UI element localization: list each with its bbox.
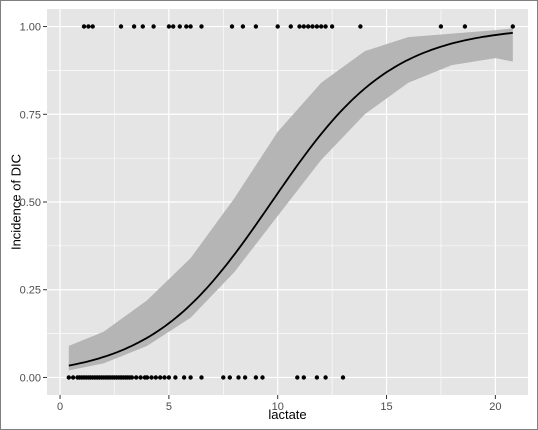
data-point <box>310 24 315 29</box>
y-tick-label: 0.75 <box>20 109 41 121</box>
data-point <box>221 375 226 380</box>
data-point <box>301 24 306 29</box>
x-tick-label: 10 <box>272 401 284 413</box>
data-point <box>199 375 204 380</box>
y-tick-label: 0.50 <box>20 197 41 209</box>
data-point <box>288 24 293 29</box>
x-axis-title: lactate <box>268 407 306 422</box>
x-tick-label: 5 <box>166 401 172 413</box>
data-point <box>199 24 204 29</box>
data-points <box>66 24 515 380</box>
data-point <box>319 24 324 29</box>
x-tick-label: 15 <box>380 401 392 413</box>
data-point <box>510 24 515 29</box>
data-point <box>134 375 139 380</box>
data-point <box>253 375 259 380</box>
data-point <box>438 24 444 29</box>
data-point <box>462 24 468 29</box>
data-point <box>129 375 135 380</box>
data-point <box>340 375 346 380</box>
data-point <box>242 375 248 380</box>
data-point <box>138 375 143 380</box>
data-point <box>260 375 265 380</box>
data-point <box>236 375 241 380</box>
data-point <box>314 24 320 29</box>
x-axis: 0 5 10 15 20 <box>57 395 501 413</box>
data-point <box>153 375 158 380</box>
data-point <box>314 375 320 380</box>
data-point <box>171 24 176 29</box>
data-point <box>90 24 95 29</box>
fitted-curve <box>68 32 513 367</box>
data-point <box>253 24 259 29</box>
data-point <box>140 24 145 29</box>
data-point <box>166 375 172 380</box>
data-point <box>131 24 137 29</box>
data-point <box>149 375 154 380</box>
x-tick-label: 20 <box>489 401 501 413</box>
data-point <box>177 24 182 29</box>
data-point <box>188 375 193 380</box>
data-point <box>70 375 76 380</box>
data-point <box>275 24 280 29</box>
data-point <box>86 24 91 29</box>
data-point <box>297 24 302 29</box>
data-point <box>184 24 189 29</box>
data-point <box>323 24 328 29</box>
y-axis: 0.00 0.25 0.50 0.75 1.00 <box>20 22 47 384</box>
data-point <box>162 375 167 380</box>
data-point <box>323 375 328 380</box>
data-point <box>240 24 246 29</box>
data-point <box>66 375 72 380</box>
y-tick-label: 0.25 <box>20 285 41 297</box>
y-tick-label: 0.00 <box>20 372 41 384</box>
data-point <box>358 24 363 29</box>
data-point <box>181 375 187 380</box>
data-point <box>229 24 235 29</box>
data-point <box>151 24 156 29</box>
data-point <box>81 24 87 29</box>
y-axis-title: Incidence of DIC <box>9 154 24 250</box>
data-point <box>301 375 306 380</box>
x-tick-label: 0 <box>57 401 63 413</box>
data-point <box>166 24 172 29</box>
data-point <box>188 24 193 29</box>
data-point <box>118 24 124 29</box>
data-point <box>295 375 300 380</box>
data-point <box>144 375 150 380</box>
data-point <box>173 375 178 380</box>
data-point <box>306 24 311 29</box>
y-tick-label: 1.00 <box>20 22 41 34</box>
confidence-band <box>68 28 513 371</box>
data-point <box>158 375 163 380</box>
data-point <box>329 24 335 29</box>
data-point <box>227 375 232 380</box>
